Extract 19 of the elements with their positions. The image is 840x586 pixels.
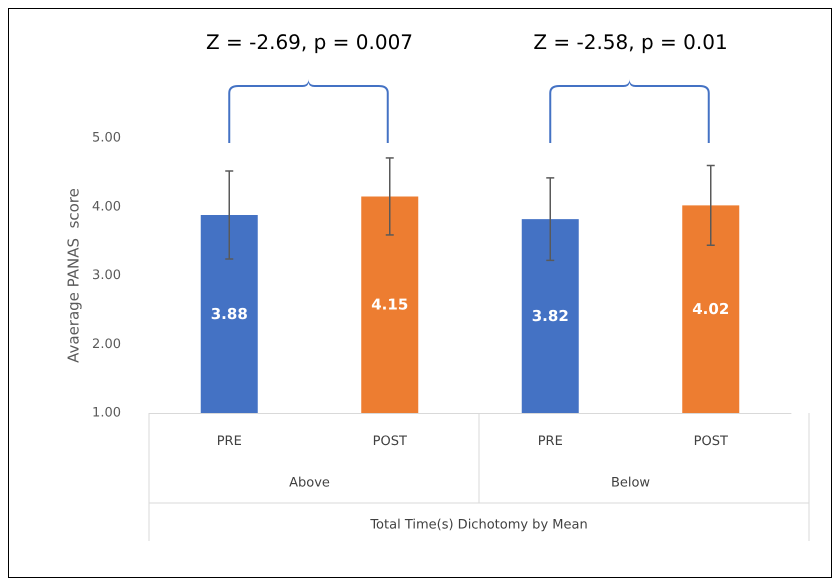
text: Total Time(s) Dichotomy by Mean — [369, 518, 588, 532]
x-tick-label: POST — [372, 434, 407, 449]
text: Z = -2.69, p = 0.007 — [206, 30, 414, 54]
data-label: 4.02 — [692, 300, 730, 318]
x-tick-label: POST — [694, 434, 728, 449]
y-tick-label: 5.00 — [92, 130, 121, 146]
y-axis-title: Avaerage PANAS score — [64, 188, 83, 363]
x-tick-label: PRE — [216, 434, 242, 449]
text: Z = -2.58, p = 0.01 — [533, 30, 728, 54]
x-tick-label: PRE — [538, 434, 563, 449]
y-tick-label: 3.00 — [92, 268, 121, 283]
data-label: 3.88 — [210, 305, 248, 323]
data-label: 3.82 — [532, 307, 569, 326]
text: Above — [289, 476, 330, 490]
y-tick-label: 4.00 — [92, 199, 121, 214]
y-tick-label: 2.00 — [92, 336, 121, 352]
y-tick-label: 1.00 — [92, 406, 121, 420]
data-label: 4.15 — [371, 296, 408, 314]
text: Below — [610, 476, 650, 490]
